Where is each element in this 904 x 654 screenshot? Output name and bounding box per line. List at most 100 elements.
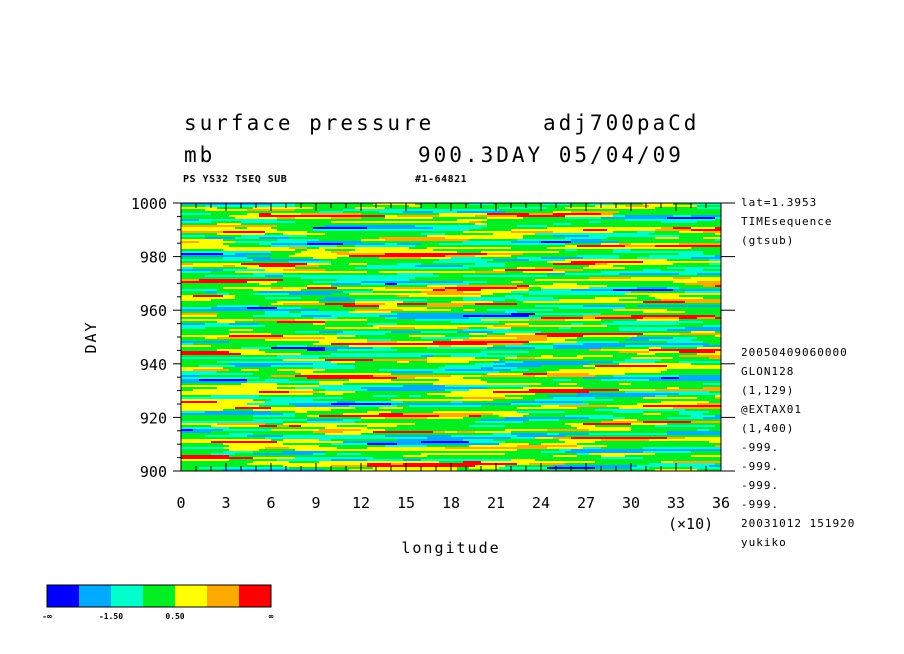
- heatmap-cell: [547, 453, 578, 456]
- heatmap-cell: [337, 333, 386, 336]
- heatmap-cell: [457, 289, 482, 292]
- heatmap-cell: [289, 311, 302, 314]
- heatmap-cell: [307, 347, 326, 350]
- heatmap-cell: [631, 263, 674, 266]
- heatmap-cell: [391, 311, 434, 314]
- heatmap-cell: [589, 433, 620, 436]
- colorbar-swatch: [143, 585, 175, 607]
- heatmap-cell: [667, 287, 680, 290]
- heatmap-cell: [379, 293, 428, 296]
- heatmap-cell: [181, 337, 206, 340]
- heatmap-cell: [517, 215, 566, 218]
- heatmap-cell: [331, 301, 356, 304]
- heatmap-cell: [523, 281, 548, 284]
- heatmap-cell: [469, 317, 494, 320]
- heatmap-cell: [535, 217, 566, 220]
- heatmap-cell: [181, 279, 200, 282]
- heatmap-cell: [343, 419, 362, 422]
- heatmap-cell: [181, 377, 218, 380]
- heatmap-cell: [217, 289, 254, 292]
- heatmap-cell: [283, 235, 308, 238]
- heatmap-cell: [277, 307, 302, 310]
- heatmap-cell: [331, 289, 374, 292]
- heatmap-cell: [571, 211, 620, 214]
- heatmap-cell: [211, 355, 248, 358]
- heatmap-cell: [655, 285, 704, 288]
- heatmap-cell: [619, 389, 656, 392]
- heatmap-cell: [217, 419, 254, 422]
- colorbar-swatch: [207, 585, 239, 607]
- heatmap-cell: [463, 423, 476, 426]
- heatmap-cell: [667, 437, 686, 440]
- heatmap-cell: [367, 461, 392, 464]
- heatmap-cell: [463, 275, 500, 278]
- heatmap-cell: [445, 431, 458, 434]
- heatmap-cell: [283, 423, 326, 426]
- x-multiplier: (×10): [668, 515, 713, 533]
- heatmap-cell: [715, 331, 722, 334]
- heatmap-cell: [325, 253, 338, 256]
- heatmap-cell: [565, 457, 602, 460]
- heatmap-cell: [697, 281, 722, 284]
- heatmap-cell: [583, 309, 596, 312]
- heatmap-cell: [217, 357, 248, 360]
- heatmap-cell: [589, 331, 638, 334]
- heatmap-cell: [277, 441, 296, 444]
- heatmap-cell: [715, 395, 722, 398]
- heatmap-cell: [577, 341, 620, 344]
- heatmap-cell: [619, 433, 644, 436]
- heatmap-cell: [523, 221, 572, 224]
- heatmap-cell: [631, 343, 674, 346]
- heatmap-cell: [385, 317, 398, 320]
- heatmap-cell: [307, 355, 344, 358]
- heatmap-cell: [505, 363, 548, 366]
- heatmap-cell: [325, 359, 374, 362]
- heatmap-cell: [367, 245, 416, 248]
- heatmap-cell: [469, 285, 518, 288]
- heatmap-cell: [181, 301, 212, 304]
- heatmap-cell: [493, 293, 518, 296]
- heatmap-cell: [361, 453, 410, 456]
- heatmap-cell: [181, 367, 224, 370]
- heatmap-cell: [181, 381, 224, 384]
- heatmap-cell: [469, 411, 518, 414]
- heatmap-cell: [361, 429, 386, 432]
- heatmap-cell: [559, 255, 578, 258]
- heatmap-cell: [313, 289, 332, 292]
- heatmap-cell: [523, 235, 554, 238]
- heatmap-cell: [577, 271, 602, 274]
- heatmap-cell: [397, 227, 434, 230]
- heatmap-cell: [571, 331, 590, 334]
- heatmap-cell: [535, 333, 560, 336]
- heatmap-cell: [679, 351, 716, 354]
- heatmap-cell: [343, 291, 374, 294]
- heatmap-cell: [583, 365, 596, 368]
- heatmap-cell: [241, 369, 260, 372]
- heatmap-cell: [385, 355, 422, 358]
- heatmap-cell: [277, 341, 320, 344]
- heatmap-cell: [271, 251, 284, 254]
- heatmap-cell: [595, 273, 620, 276]
- heatmap-cell: [607, 445, 632, 448]
- heatmap-cell: [469, 237, 494, 240]
- heatmap-cell: [325, 223, 356, 226]
- heatmap-cell: [193, 303, 242, 306]
- heatmap-cell: [181, 437, 200, 440]
- heatmap-cell: [571, 449, 614, 452]
- heatmap-cell: [229, 445, 266, 448]
- heatmap-cell: [691, 303, 722, 306]
- heatmap-cell: [307, 241, 326, 244]
- heatmap-cell: [673, 281, 698, 284]
- heatmap-cell: [421, 387, 440, 390]
- heatmap-cell: [247, 375, 272, 378]
- heatmap-cell: [367, 341, 398, 344]
- heatmap-cell: [511, 213, 530, 216]
- heatmap-cell: [211, 277, 260, 280]
- heatmap-cell: [229, 351, 248, 354]
- heatmap-cell: [265, 233, 284, 236]
- heatmap-cell: [505, 211, 554, 214]
- heatmap-cell: [715, 425, 722, 428]
- heatmap-cell: [493, 435, 518, 438]
- colorbar-label: -1.50: [99, 612, 123, 621]
- heatmap-cell: [415, 327, 458, 330]
